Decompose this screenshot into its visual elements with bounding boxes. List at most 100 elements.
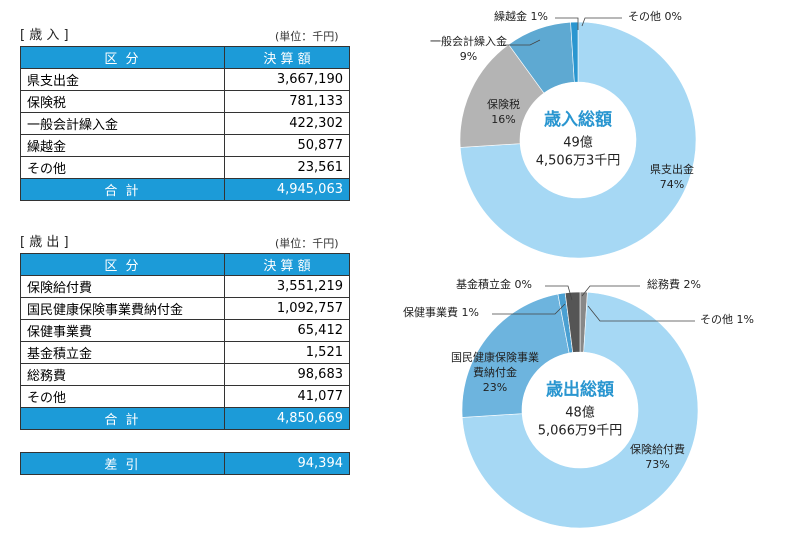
cell: 保健事業費 xyxy=(20,319,225,342)
table-row: 繰越金 50,877 xyxy=(20,134,350,157)
slice-name: 総務費 xyxy=(647,278,680,291)
center-hole xyxy=(520,82,636,198)
slice-percent: 16% xyxy=(491,113,516,126)
leader xyxy=(587,305,695,322)
slice-percent: 1% xyxy=(530,10,548,23)
slice-percent: 9% xyxy=(459,50,478,63)
cell: 総務費 xyxy=(20,363,225,386)
cell: 4,850,669 xyxy=(224,407,350,430)
leader xyxy=(545,285,573,301)
leader xyxy=(492,303,566,315)
table-row: その他 23,561 xyxy=(20,156,350,179)
slice-percent: 1% xyxy=(736,313,754,326)
center-total: 4,506万3千円 xyxy=(536,154,621,169)
table-row: 区 分決 算 額 xyxy=(20,46,350,69)
table-row: 保険給付費 3,551,219 xyxy=(20,275,350,298)
cell: 41,077 xyxy=(224,385,350,408)
cell: 決 算 額 xyxy=(224,46,350,69)
slice-name: 保健事業費 xyxy=(403,306,458,319)
table-row: 差 引 94,394 xyxy=(20,452,350,475)
leader xyxy=(503,39,541,46)
slice-label: 保険給付費 73% xyxy=(630,442,685,472)
cell: 合 計 xyxy=(20,407,225,430)
leader xyxy=(555,17,579,30)
table-title: [ 歳 入 ] xyxy=(20,28,69,43)
table-row: 保険税 781,133 xyxy=(20,90,350,113)
table-row: 県支出金 3,667,190 xyxy=(20,68,350,91)
slice-label: その他 1% xyxy=(700,312,754,327)
slice-label: 保険税 16% xyxy=(487,97,520,127)
center-total: 48億 xyxy=(565,405,595,421)
cell: 区 分 xyxy=(20,46,225,69)
slice-name: 繰越金 xyxy=(494,10,527,23)
cell: 基金積立金 xyxy=(20,341,225,364)
table-row: 合 計 4,945,063 xyxy=(20,178,350,201)
cell: 決 算 額 xyxy=(224,253,350,276)
cell: 3,667,190 xyxy=(224,68,350,91)
cell: 3,551,219 xyxy=(224,275,350,298)
balance-table: 差 引 94,394 xyxy=(20,452,350,475)
cell: 1,521 xyxy=(224,341,350,364)
cell: 94,394 xyxy=(224,452,350,475)
table-row: 一般会計繰入金 422,302 xyxy=(20,112,350,135)
cell: 繰越金 xyxy=(20,134,225,157)
table-row: 保健事業費 65,412 xyxy=(20,319,350,342)
leader xyxy=(581,285,640,297)
slice-name: その他 xyxy=(628,10,661,23)
slice-name: 基金積立金 xyxy=(456,278,511,291)
slice-name: 保険給付費 xyxy=(630,443,685,456)
cell: 1,092,757 xyxy=(224,297,350,320)
slice-name: 保険税 xyxy=(487,98,520,111)
cell: 4,945,063 xyxy=(224,178,350,201)
table-row: 国民健康保険事業費納付金 1,092,757 xyxy=(20,297,350,320)
table-row: 基金積立金 1,521 xyxy=(20,341,350,364)
cell: 781,133 xyxy=(224,90,350,113)
slice-percent: 23% xyxy=(482,381,508,394)
slice-label: 一般会計繰入金 9% xyxy=(430,34,507,64)
cell: 区 分 xyxy=(20,253,225,276)
center-total: 49億 xyxy=(563,135,593,151)
cell: 保険給付費 xyxy=(20,275,225,298)
slice-percent: 1% xyxy=(461,306,479,319)
cell: 差 引 xyxy=(20,452,225,475)
slice-label: 基金積立金 0% xyxy=(456,277,532,292)
slice-label: 繰越金 1% xyxy=(494,9,548,24)
slice-name: 県支出金 xyxy=(650,163,694,176)
slice-name: 国民健康保険事業費納付金 xyxy=(451,351,539,379)
slice-percent: 0% xyxy=(664,10,682,23)
slice-label: その他 0% xyxy=(628,9,682,24)
slice-percent: 73% xyxy=(645,458,670,471)
cell: その他 xyxy=(20,156,225,179)
table: 区 分決 算 額保険給付費 3,551,219 国民健康保険事業費納付金 1,092,… xyxy=(20,253,350,430)
cell: 国民健康保険事業費納付金 xyxy=(20,297,225,320)
table-row: 合 計 4,850,669 xyxy=(20,407,350,430)
table-row: 区 分決 算 額 xyxy=(20,253,350,276)
slice-label: 総務費 2% xyxy=(647,277,701,292)
cell: 県支出金 xyxy=(20,68,225,91)
center-title: 歳入総額 xyxy=(544,109,612,130)
cell: 一般会計繰入金 xyxy=(20,112,225,135)
slice-label: 県支出金 74% xyxy=(650,162,694,192)
center-title: 歳出総額 xyxy=(546,379,614,400)
unit-label: (単位：千円) xyxy=(275,237,339,250)
table: 区 分決 算 額県支出金 3,667,190 保険税 781,133 一般会計繰入金 42… xyxy=(20,46,350,201)
slice-percent: 0% xyxy=(514,278,532,291)
unit-label: (単位：千円) xyxy=(275,30,339,43)
slice-name: その他 xyxy=(700,313,733,326)
leader xyxy=(581,17,622,27)
cell: 保険税 xyxy=(20,90,225,113)
cell: 合 計 xyxy=(20,178,225,201)
slice-name: 一般会計繰入金 xyxy=(430,35,507,48)
table-title: [ 歳 出 ] xyxy=(20,235,69,250)
slice-percent: 2% xyxy=(683,278,701,291)
cell: 65,412 xyxy=(224,319,350,342)
center-hole xyxy=(522,352,638,468)
table-row: その他 41,077 xyxy=(20,385,350,408)
center-total: 5,066万9千円 xyxy=(538,424,623,439)
cell: その他 xyxy=(20,385,225,408)
slice-label: 保健事業費 1% xyxy=(403,305,479,320)
slice-label: 国民健康保険事業費納付金 23% xyxy=(450,350,540,395)
table-row: 総務費 98,683 xyxy=(20,363,350,386)
